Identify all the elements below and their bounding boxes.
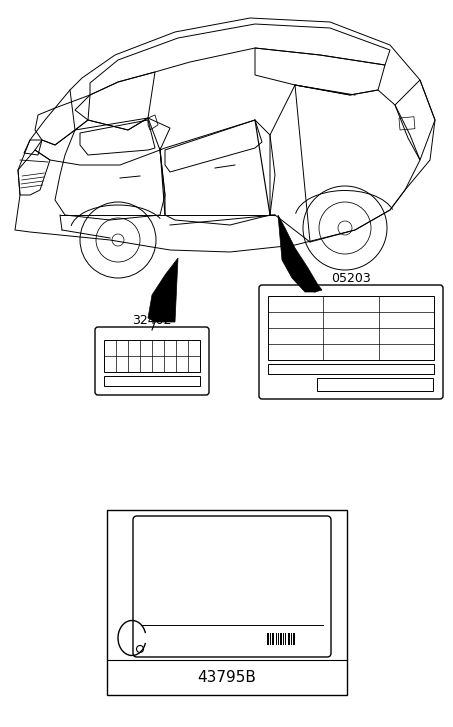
Bar <box>272 633 275 645</box>
Bar <box>288 633 289 645</box>
Polygon shape <box>278 215 322 292</box>
Bar <box>285 633 286 645</box>
Bar <box>399 117 415 130</box>
Bar <box>280 633 282 645</box>
Bar <box>268 296 434 360</box>
Text: 43795B: 43795B <box>198 670 256 685</box>
Bar <box>291 633 292 645</box>
Polygon shape <box>148 258 178 322</box>
Bar <box>104 376 200 386</box>
Bar <box>317 378 433 391</box>
Bar <box>293 633 295 645</box>
Bar <box>104 340 200 372</box>
Bar <box>107 510 347 695</box>
Bar <box>275 633 277 645</box>
Bar <box>278 633 279 645</box>
Text: 05203: 05203 <box>331 271 371 284</box>
Text: 32402: 32402 <box>132 313 172 326</box>
Bar <box>283 633 284 645</box>
Bar <box>268 364 434 374</box>
Bar <box>267 633 269 645</box>
Bar <box>270 633 271 645</box>
